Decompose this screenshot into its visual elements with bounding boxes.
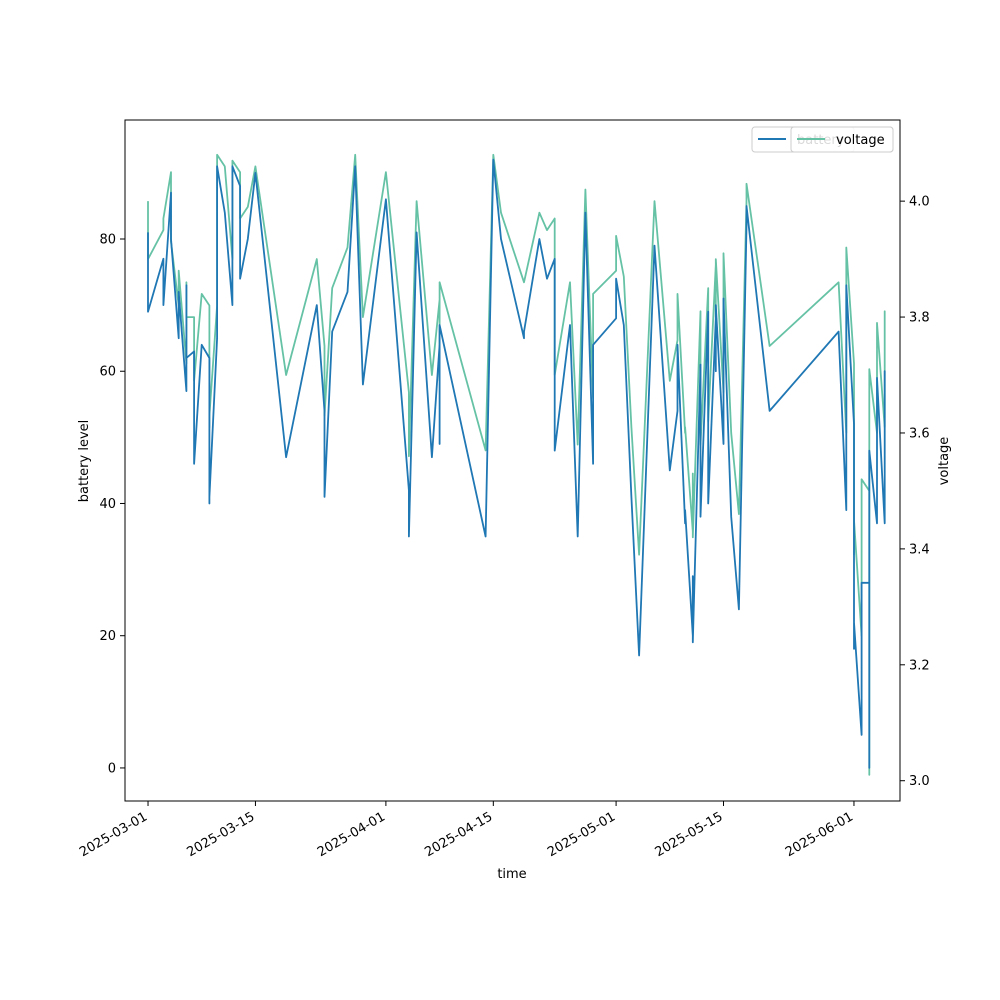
x-tick-label: 2025-04-15	[422, 809, 495, 860]
x-tick-label: 2025-04-01	[315, 809, 388, 860]
y2-axis-label: voltage	[937, 437, 952, 486]
legend-voltage-overlay-label: voltage	[836, 133, 885, 148]
y2-tick-label: 3.2	[909, 658, 930, 673]
y2-tick-label: 3.0	[909, 774, 930, 789]
x-tick-label: 2025-05-15	[653, 809, 726, 860]
y2-tick-label: 3.4	[909, 542, 930, 557]
x-tick-label: 2025-03-01	[77, 809, 150, 860]
y-tick-label: 40	[99, 497, 116, 512]
y-tick-label: 0	[108, 761, 116, 776]
x-axis-label: time	[497, 867, 526, 882]
x-axis: 2025-03-01 2025-03-15 2025-04-01 2025-04-15…	[77, 801, 856, 860]
x-tick-label: 2025-06-01	[783, 809, 856, 860]
legend-voltage-overlay-box	[790, 126, 894, 153]
axes-frame	[124, 119, 901, 802]
y2-tick-label: 4.0	[909, 195, 930, 210]
y2-tick-label: 3.6	[909, 426, 930, 441]
x-tick-label: 2025-03-15	[185, 809, 258, 860]
y-axis-label: battery level	[77, 420, 92, 503]
series-line-voltage	[147, 153, 886, 776]
y-axis-right: 3.0 3.2 3.4 3.6 3.8 4.0	[900, 195, 930, 789]
plot-area	[147, 153, 886, 776]
y-tick-label: 20	[99, 629, 116, 644]
y2-tick-label: 3.8	[909, 311, 930, 326]
x-tick-label: 2025-05-01	[545, 809, 618, 860]
y-tick-label: 80	[99, 233, 116, 248]
series-line-battery	[147, 158, 886, 769]
y-tick-label: 60	[99, 365, 116, 380]
legend-voltage-overlay: voltage	[790, 126, 894, 153]
y-axis-left: 0 20 40 60 80	[99, 233, 125, 776]
